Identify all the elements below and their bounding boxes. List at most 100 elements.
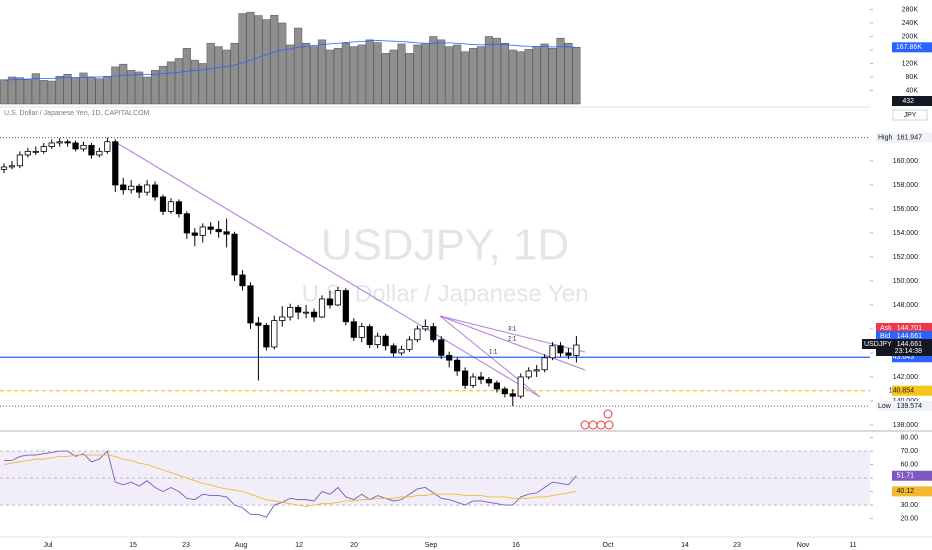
event-icon[interactable]	[580, 420, 590, 430]
price-label-box	[892, 42, 932, 53]
candle-body	[247, 285, 254, 324]
rsi-line	[4, 450, 577, 518]
y-tick-label: 152.000	[893, 254, 918, 261]
x-tick-label: 20	[350, 542, 358, 549]
volume-bar	[214, 46, 223, 105]
volume-bar	[103, 76, 112, 105]
event-icons[interactable]	[580, 409, 614, 430]
volume-bar	[317, 39, 327, 105]
y-tick-label: 150.000	[893, 278, 918, 285]
volume-bar	[254, 15, 263, 105]
candle-body	[485, 378, 493, 384]
candle-body	[151, 184, 159, 198]
volume-bar	[508, 49, 517, 105]
y-tick-label: 60.00	[900, 461, 918, 468]
volume-bar	[158, 65, 168, 105]
candle-body	[72, 142, 79, 150]
volume-bar	[548, 48, 557, 105]
price-label: 167.86K	[896, 44, 922, 51]
candle-body	[40, 146, 47, 152]
volume-bar	[365, 39, 374, 105]
price-label: 144.661	[897, 333, 922, 340]
candle-body	[366, 326, 373, 345]
candle-body	[263, 324, 270, 348]
volume-bar	[71, 77, 80, 105]
x-tick-label: 15	[129, 542, 137, 549]
volume-bar	[492, 37, 501, 105]
candle-body	[318, 298, 326, 318]
volume-bar	[556, 37, 565, 105]
price-label: High	[878, 134, 893, 141]
price-label-box	[876, 323, 932, 333]
event-icon[interactable]	[604, 420, 614, 430]
candle-body	[509, 393, 516, 397]
candle-body	[128, 185, 135, 191]
candle-body	[358, 326, 365, 338]
volume-bar	[270, 14, 279, 105]
price-label: Ask	[880, 325, 892, 332]
symbol-description: U.S. Dollar / Japanese Yen, 1D, CAPITALC…	[4, 110, 150, 117]
candle-body	[438, 339, 445, 356]
candle-body	[541, 357, 548, 371]
volume-bar	[445, 46, 454, 105]
volume-bar	[476, 46, 486, 105]
candle-body	[573, 344, 580, 356]
event-icon[interactable]	[603, 409, 613, 419]
y-tick-label: 20.00	[900, 515, 918, 522]
volume-bar	[246, 11, 255, 105]
x-tick-label: 16	[512, 542, 520, 549]
price-label-box	[862, 339, 932, 349]
price-label: Low	[878, 403, 892, 410]
volume-bar	[286, 44, 295, 105]
y-tick-label: 30.00	[900, 502, 918, 509]
y-tick-label: 148.000	[893, 302, 918, 309]
candle-body	[390, 345, 397, 354]
price-label: 139.574	[897, 403, 922, 410]
y-tick-label: 40K	[906, 87, 919, 94]
volume-bar	[453, 44, 462, 105]
volume-bar	[341, 42, 350, 105]
candle-body	[350, 321, 357, 338]
x-tick-label: Aug	[235, 542, 248, 549]
y-tick-label: 240K	[902, 20, 919, 27]
candle-body	[517, 376, 524, 397]
volume-bar	[151, 69, 160, 105]
price-label: 40.12	[896, 488, 914, 495]
volume-bar	[325, 49, 334, 105]
candle-body	[159, 196, 167, 212]
volume-bar	[516, 51, 525, 105]
volume-bar	[222, 49, 231, 105]
x-tick-label: 23	[733, 542, 741, 549]
volume-bar	[95, 78, 104, 105]
event-icon[interactable]	[596, 420, 606, 430]
candle-body	[104, 141, 111, 152]
volume-bar	[15, 77, 24, 105]
candle-body	[24, 150, 31, 156]
volume-bar	[238, 13, 247, 105]
candle-body	[88, 144, 95, 156]
candle-body	[207, 226, 214, 230]
y-tick-label: 120K	[902, 60, 919, 67]
y-tick-label: 200K	[902, 33, 919, 40]
volume-bar	[174, 58, 183, 105]
volume-bar	[182, 48, 191, 105]
volume-bar	[421, 42, 430, 105]
price-label: 23:14:38	[895, 348, 922, 355]
y-tick-label: 80K	[906, 74, 919, 81]
volume-bar	[31, 73, 40, 105]
price-label: 161.947	[897, 134, 922, 141]
event-icon[interactable]	[588, 420, 598, 430]
y-tick-label: 158.000	[893, 182, 918, 189]
candle-body	[334, 290, 342, 306]
volume-bar	[564, 42, 573, 105]
volume-bar	[389, 49, 398, 105]
candle-body	[143, 184, 151, 193]
volume-bar	[500, 42, 509, 105]
x-tick-label: Sep	[425, 542, 438, 549]
x-tick-label: 12	[295, 542, 303, 549]
candle-body	[310, 311, 318, 318]
y-tick-label: 138.000	[893, 422, 918, 429]
candle-body	[525, 370, 532, 378]
volume-bar	[294, 27, 303, 105]
